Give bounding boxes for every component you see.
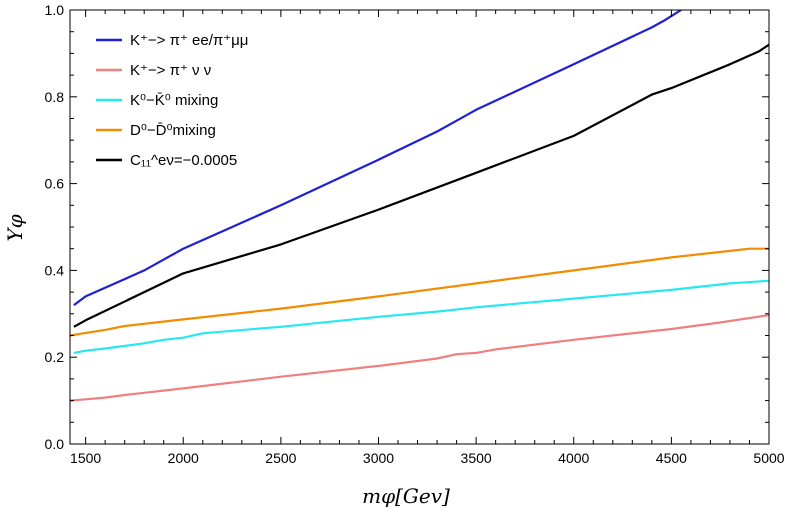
legend-label-2: K⁰−K̄⁰ mixing [130, 92, 218, 109]
series-line-1 [70, 314, 769, 402]
series-line-0 [73, 10, 682, 306]
y-tick-label: 0.2 [45, 349, 65, 365]
x-axis-label: mφ[Gev] [362, 484, 450, 508]
x-tick-label: 2500 [265, 450, 296, 466]
x-tick-label: 5000 [753, 450, 784, 466]
y-tick-label: 0.0 [45, 436, 65, 452]
legend-label-0: K⁺−> π⁺ ee/π⁺μμ [130, 32, 248, 49]
x-tick-label: 2000 [168, 450, 199, 466]
y-tick-label: 0.4 [45, 262, 65, 278]
legend-label-4: C₁₁^eν=−0.0005 [130, 152, 237, 169]
y-tick-label: 0.8 [45, 89, 65, 105]
series-layer [70, 10, 769, 402]
x-tick-label: 4500 [656, 450, 687, 466]
legend-label-1: K⁺−> π⁺ ν ν [130, 62, 211, 79]
x-tick-label: 1500 [70, 450, 101, 466]
x-tick-label: 4000 [558, 450, 589, 466]
ticks-layer: 1500 2000 2500 3000 3500 4000 4500 5000 0.0 0.2 0.… [45, 2, 785, 466]
series-line-2 [73, 279, 769, 354]
series-line-3 [70, 247, 769, 337]
y-tick-label: 0.6 [45, 176, 65, 192]
legend-label-3: D⁰−D̄⁰mixing [130, 122, 216, 139]
x-tick-label: 3500 [461, 450, 492, 466]
legend: K⁺−> π⁺ ee/π⁺μμ K⁺−> π⁺ ν ν K⁰−K̄⁰ mixing D… [96, 32, 248, 169]
y-axis-label: Yφ [3, 214, 27, 241]
series-line-4 [73, 43, 769, 328]
y-tick-label: 1.0 [45, 2, 65, 18]
x-tick-label: 3000 [363, 450, 394, 466]
